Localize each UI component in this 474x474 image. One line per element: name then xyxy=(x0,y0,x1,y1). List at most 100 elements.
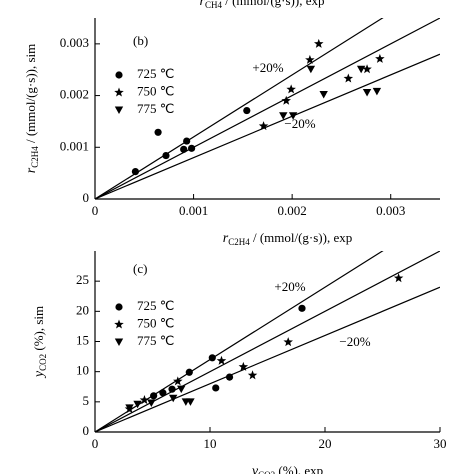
label-symbol: r xyxy=(223,231,229,246)
point xyxy=(319,91,328,99)
point xyxy=(247,370,258,380)
point xyxy=(283,337,293,347)
reference-line xyxy=(95,53,440,199)
y-tick-label: 0.002 xyxy=(60,87,89,102)
label-subscript: CO2 xyxy=(38,354,48,371)
legend-label: 775 ℃ xyxy=(137,333,174,348)
label-unit: (%), sim xyxy=(31,306,46,354)
point xyxy=(216,355,227,365)
point xyxy=(281,95,291,105)
legend-marker xyxy=(115,71,123,79)
label-subscript: CH4 xyxy=(205,0,223,10)
legend-marker xyxy=(114,106,124,114)
point xyxy=(362,88,372,97)
label-unit: / (mmol/(g·s)), sim xyxy=(23,44,38,147)
point xyxy=(393,273,404,283)
y-tick-label: 0 xyxy=(83,423,90,438)
axis-label: rCH4 / (mmol/(g·s)), exp xyxy=(199,0,324,10)
label-subscript: CO2 xyxy=(258,470,275,474)
point xyxy=(131,167,140,176)
x-tick-label: 0 xyxy=(92,203,99,218)
point xyxy=(139,395,150,405)
point xyxy=(298,304,306,312)
y-tick-label: 20 xyxy=(76,302,89,317)
y-tick-label: 25 xyxy=(76,272,89,287)
panel-label: (b) xyxy=(133,33,148,48)
axis-label: yCO2 (%), exp xyxy=(250,463,323,474)
label-subscript: C2H4 xyxy=(30,146,40,168)
label-symbol: r xyxy=(24,167,39,173)
point xyxy=(185,368,193,376)
reference-label: −20% xyxy=(284,116,315,131)
point xyxy=(314,38,324,48)
x-tick-label: 0.002 xyxy=(278,203,307,218)
x-tick-label: 10 xyxy=(204,436,217,451)
point xyxy=(173,376,183,386)
point xyxy=(288,112,298,120)
legend-marker xyxy=(115,303,123,311)
point xyxy=(180,145,188,153)
point xyxy=(186,398,195,406)
point xyxy=(343,73,354,83)
legend-label: 725 ℃ xyxy=(137,66,174,81)
x-tick-label: 0.001 xyxy=(179,203,208,218)
x-tick-label: 30 xyxy=(434,436,447,451)
label-unit: / (mmol/(g·s)), exp xyxy=(250,230,353,245)
point xyxy=(188,144,196,152)
reference-label: +20% xyxy=(274,279,305,294)
label-subscript: C2H4 xyxy=(228,237,250,247)
reference-line xyxy=(95,18,384,199)
point xyxy=(147,399,156,408)
y-tick-label: 0 xyxy=(83,190,90,205)
point xyxy=(168,385,176,393)
point xyxy=(243,106,251,115)
legend-marker xyxy=(114,338,124,346)
point xyxy=(183,137,191,145)
point xyxy=(258,121,269,131)
point xyxy=(225,373,234,381)
y-tick-label: 5 xyxy=(83,393,90,408)
x-tick-label: 0 xyxy=(92,436,99,451)
point xyxy=(305,54,315,64)
point xyxy=(286,84,296,94)
point xyxy=(133,400,142,409)
point xyxy=(238,361,249,371)
point xyxy=(177,385,186,394)
y-tick-label: 0.003 xyxy=(60,35,89,50)
legend-marker xyxy=(114,87,124,97)
axis-label: yCO2 (%), sim xyxy=(31,306,48,379)
point xyxy=(208,354,216,362)
label-symbol: y xyxy=(250,464,259,474)
label-symbol: r xyxy=(199,0,205,9)
reference-label: −20% xyxy=(339,334,370,349)
label-unit: / (mmol/(g·s)), exp xyxy=(222,0,325,8)
point xyxy=(306,65,316,74)
point xyxy=(372,87,382,96)
axis-label: rC2H4 / (mmol/(g·s)), sim xyxy=(23,44,40,174)
point xyxy=(150,392,158,400)
y-tick-label: 15 xyxy=(76,332,89,347)
reference-label: +20% xyxy=(252,60,283,75)
legend-label: 750 ℃ xyxy=(137,83,174,98)
label-symbol: y xyxy=(32,370,47,379)
point xyxy=(162,151,170,160)
point xyxy=(356,65,366,74)
reference-line xyxy=(95,286,440,432)
legend-label: 750 ℃ xyxy=(137,315,174,330)
x-tick-label: 20 xyxy=(319,436,332,451)
legend-marker xyxy=(114,319,124,329)
point xyxy=(125,404,134,412)
x-tick-label: 0.003 xyxy=(376,203,405,218)
label-unit: (%), exp xyxy=(275,463,323,474)
point xyxy=(159,389,167,397)
point xyxy=(362,64,372,74)
point xyxy=(279,112,288,120)
point xyxy=(169,394,178,403)
y-tick-label: 10 xyxy=(76,363,89,378)
reference-line xyxy=(95,18,440,199)
point xyxy=(375,53,385,63)
panel-label: (c) xyxy=(133,261,147,276)
point xyxy=(212,384,220,392)
point xyxy=(154,128,162,136)
